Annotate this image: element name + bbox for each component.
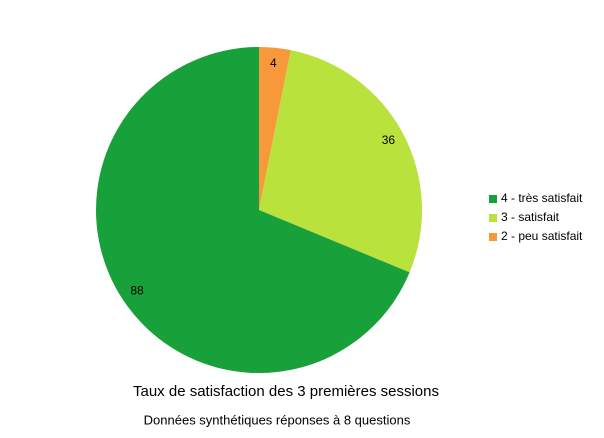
legend-label: 4 - très satisfait: [501, 191, 583, 205]
chart-title: Taux de satisfaction des 3 premières ses…: [133, 383, 439, 400]
legend-swatch: [489, 195, 497, 203]
data-label: 4: [270, 56, 277, 70]
pie-slice: [259, 47, 291, 210]
legend-label: 3 - satisfait: [501, 210, 560, 224]
legend-swatch: [489, 214, 497, 222]
legend-swatch: [489, 233, 497, 241]
pie-slice: [259, 50, 423, 273]
data-label: 88: [130, 284, 144, 298]
pie-slice: [96, 47, 410, 373]
chart-subtitle: Données synthétiques réponses à 8 questi…: [144, 412, 411, 427]
legend-label: 2 - peu satisfait: [501, 229, 583, 243]
data-label: 36: [382, 133, 396, 147]
